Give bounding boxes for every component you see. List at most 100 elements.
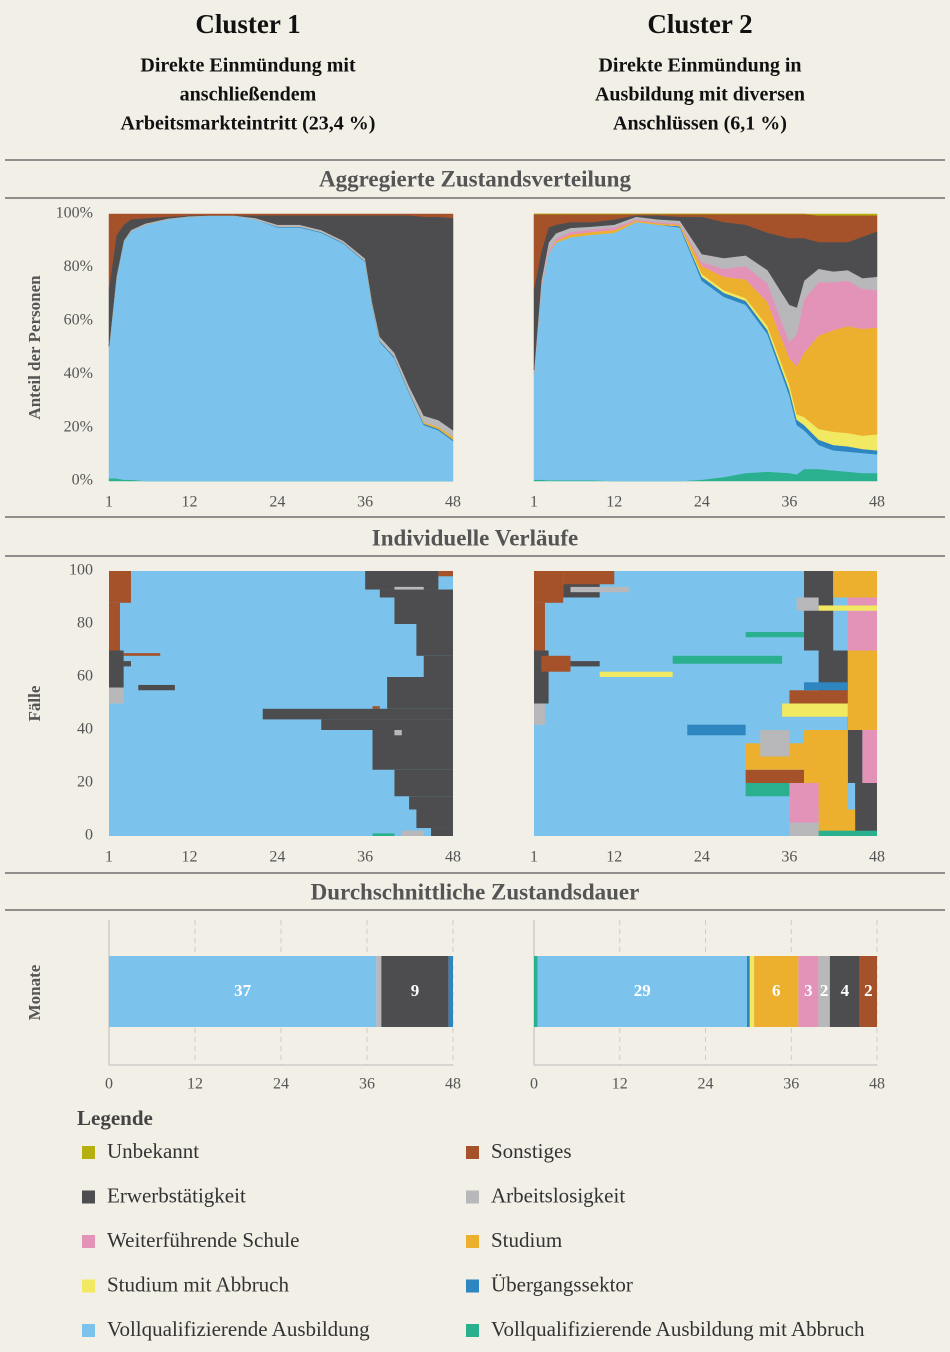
legend-label: Vollqualifizierende Ausbildung mit Abbru…	[491, 1317, 865, 1341]
sequence-segment	[789, 822, 819, 836]
x-tick-label: 48	[869, 1076, 885, 1093]
sequence-segment	[109, 687, 124, 704]
legend-label: Übergangssektor	[491, 1272, 633, 1296]
sequence-segment	[423, 655, 453, 677]
y-tick-label: 0%	[72, 472, 93, 489]
sequence-segment	[262, 708, 453, 720]
bar-segment	[754, 956, 799, 1027]
sequence-segment	[745, 769, 805, 783]
sequence-segment	[394, 586, 424, 590]
y-tick-label: 0	[85, 827, 93, 844]
y-axis-label: Monate	[25, 964, 44, 1020]
sequence-segment	[438, 571, 453, 577]
x-tick-label: 1	[530, 849, 538, 866]
sequence-segment	[372, 833, 395, 836]
value-label: 3	[804, 981, 813, 1000]
x-tick-label: 36	[359, 1076, 375, 1093]
y-tick-label: 20	[77, 774, 93, 791]
sequence-segment	[541, 655, 571, 672]
sequence-segment	[833, 571, 877, 598]
y-tick-label: 40%	[64, 365, 93, 382]
y-tick-label: 60	[77, 668, 93, 685]
cluster-title: Cluster 2	[647, 9, 752, 39]
bar-segment	[749, 956, 755, 1027]
sequence-segment	[321, 719, 453, 730]
legend-swatch	[82, 1324, 95, 1337]
x-tick-label: 0	[530, 1076, 538, 1093]
sequence-segment	[855, 783, 877, 836]
sequence-segment	[534, 703, 545, 725]
y-tick-label: 80%	[64, 258, 93, 275]
x-tick-label: 48	[445, 494, 461, 511]
x-tick-label: 36	[357, 849, 373, 866]
sequence-segment	[123, 653, 161, 656]
legend-swatch	[466, 1235, 479, 1248]
sequence-segment	[109, 602, 120, 651]
bar-segment	[859, 956, 877, 1027]
sequence-segment	[416, 624, 453, 656]
sequence-segment	[109, 650, 124, 688]
bar-segment	[746, 956, 750, 1027]
x-tick-label: 1	[105, 494, 113, 511]
x-tick-label: 24	[269, 494, 285, 511]
value-label: 37	[234, 981, 252, 1000]
sequence-segment	[394, 730, 402, 736]
sequence-segment	[687, 724, 746, 736]
bar-segment	[381, 956, 449, 1027]
cluster-subtitle: Direkte Einmündung mit	[140, 55, 356, 77]
x-tick-label: 36	[783, 1076, 799, 1093]
y-tick-label: 100%	[56, 205, 93, 222]
section-title: Aggregierte Zustandsverteilung	[319, 166, 631, 191]
cluster-subtitle: anschließendem	[180, 84, 317, 106]
x-tick-label: 36	[781, 494, 797, 511]
sequence-segment	[804, 682, 848, 691]
value-label: 6	[772, 981, 781, 1000]
legend-swatch	[82, 1235, 95, 1248]
sequence-segment	[847, 650, 877, 730]
separators	[5, 159, 945, 911]
legend-swatch	[82, 1146, 95, 1159]
cluster-subtitle: Anschlüssen (6,1 %)	[613, 113, 787, 135]
x-tick-label: 24	[694, 849, 710, 866]
legend-label: Erwerbstätigkeit	[107, 1183, 246, 1207]
sequence-segment	[534, 571, 564, 603]
x-tick-label: 48	[445, 849, 461, 866]
sequence-segment	[401, 830, 424, 836]
section-title: Durchschnittliche Zustandsdauer	[311, 879, 640, 904]
sequence-segment	[372, 730, 453, 770]
y-tick-label: 60%	[64, 311, 93, 328]
x-tick-label: 0	[105, 1076, 113, 1093]
sequence-segment	[534, 602, 545, 651]
legend-swatch	[466, 1279, 479, 1293]
sequence-segment	[116, 661, 131, 667]
legend-swatch	[466, 1146, 479, 1159]
x-tick-label: 48	[869, 494, 885, 511]
legend-swatch	[82, 1190, 95, 1204]
x-tick-label: 24	[273, 1076, 289, 1093]
sequence-segment	[372, 706, 380, 709]
x-tick-label: 12	[606, 849, 622, 866]
x-tick-label: 24	[269, 849, 285, 866]
x-tick-label: 12	[606, 494, 622, 511]
cluster-subtitle: Arbeitsmarkteintritt (23,4 %)	[121, 113, 376, 135]
sequence-segment	[138, 684, 175, 691]
bar-segment	[818, 956, 830, 1027]
legend-label: Arbeitslosigkeit	[491, 1183, 625, 1207]
x-tick-label: 1	[530, 494, 538, 511]
legend-swatch	[82, 1279, 95, 1293]
x-tick-label: 48	[869, 849, 885, 866]
bar-segment	[376, 956, 382, 1027]
sequence-segment	[416, 809, 453, 829]
x-tick-label: 24	[694, 494, 710, 511]
bar-segment	[537, 956, 747, 1027]
x-tick-label: 36	[357, 494, 373, 511]
value-label: 2	[820, 981, 829, 1000]
y-tick-label: 80	[77, 615, 93, 632]
legend-swatch	[466, 1190, 479, 1204]
sequence-segment	[570, 586, 629, 593]
sequence-segment	[760, 730, 790, 757]
sequence-segment	[782, 703, 848, 717]
cluster-title: Cluster 1	[195, 9, 300, 39]
legend-label: Vollqualifizierende Ausbildung	[107, 1317, 370, 1341]
sequence-segment	[394, 769, 453, 797]
